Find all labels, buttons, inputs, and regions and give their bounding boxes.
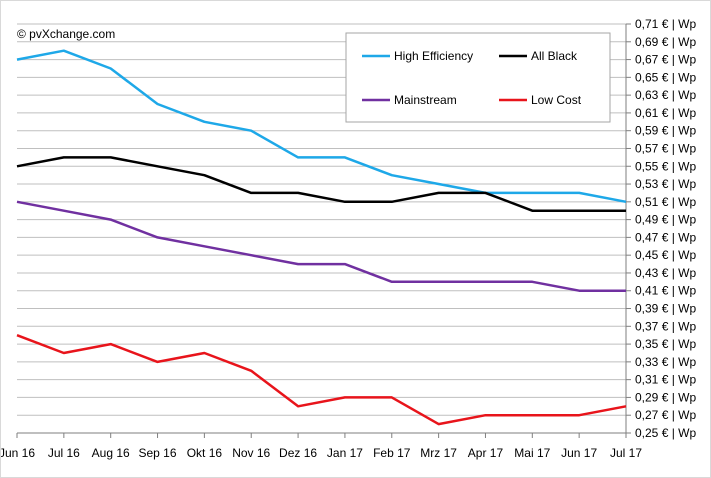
series-line-high-efficiency: [16, 49, 627, 204]
x-tick-label: Jan 17: [327, 446, 363, 460]
y-tick-label: 0,57 € | Wp: [635, 141, 696, 155]
y-tick-label: 0,49 € | Wp: [635, 213, 696, 227]
y-tick-label: 0,63 € | Wp: [635, 88, 696, 102]
series-line-mainstream: [16, 200, 626, 292]
x-tick-label: Jun 16: [1, 446, 35, 460]
y-axis-ticks: 0,25 € | Wp 0,27 € | Wp 0,29 € | Wp 0,31 € …: [625, 17, 696, 440]
legend-label: Low Cost: [531, 93, 582, 107]
x-tick-label: Sep 16: [139, 446, 177, 460]
legend-box: [345, 32, 611, 123]
y-tick-label: 0,67 € | Wp: [635, 53, 696, 67]
y-tick-label: 0,25 € | Wp: [635, 426, 696, 440]
y-tick-label: 0,35 € | Wp: [635, 337, 696, 351]
y-tick-label: 0,45 € | Wp: [635, 248, 696, 262]
y-tick-label: 0,31 € | Wp: [635, 373, 696, 387]
y-tick-label: 0,51 € | Wp: [635, 195, 696, 209]
y-tick-label: 0,43 € | Wp: [635, 266, 696, 280]
y-tick-label: 0,59 € | Wp: [635, 124, 696, 138]
x-tick-label: Dez 16: [279, 446, 317, 460]
x-axis-ticks: Jun 16 Jul 16 Aug 16 Sep 16 Okt 16 Nov 16 Dez …: [1, 432, 642, 460]
legend-label: Mainstream: [394, 93, 457, 107]
series-line-all-black: [16, 156, 626, 212]
x-tick-label: Mrz 17: [420, 446, 457, 460]
y-tick-label: 0,27 € | Wp: [635, 408, 696, 422]
x-tick-label: Jul 16: [48, 446, 80, 460]
y-tick-label: 0,29 € | Wp: [635, 390, 696, 404]
legend-label: High Efficiency: [394, 49, 473, 63]
x-tick-label: Nov 16: [232, 446, 270, 460]
y-tick-label: 0,69 € | Wp: [635, 35, 696, 49]
series-lines: [16, 49, 627, 426]
x-tick-label: Jun 17: [561, 446, 597, 460]
y-tick-label: 0,37 € | Wp: [635, 319, 696, 333]
x-tick-label: Apr 17: [468, 446, 504, 460]
y-tick-label: 0,65 € | Wp: [635, 70, 696, 84]
y-tick-label: 0,53 € | Wp: [635, 177, 696, 191]
y-tick-label: 0,39 € | Wp: [635, 302, 696, 316]
y-tick-label: 0,71 € | Wp: [635, 17, 696, 31]
y-tick-label: 0,33 € | Wp: [635, 355, 696, 369]
x-tick-label: Mai 17: [514, 446, 550, 460]
y-tick-label: 0,41 € | Wp: [635, 284, 696, 298]
y-tick-label: 0,61 € | Wp: [635, 106, 696, 120]
x-tick-label: Aug 16: [92, 446, 130, 460]
x-tick-label: Okt 16: [187, 446, 223, 460]
series-line-low-cost: [16, 334, 627, 426]
source-credit: © pvXchange.com: [17, 27, 115, 41]
y-tick-label: 0,55 € | Wp: [635, 159, 696, 173]
x-tick-label: Feb 17: [373, 446, 411, 460]
legend: High Efficiency All Black Mainstream Low Co…: [345, 32, 611, 123]
legend-label: All Black: [531, 49, 578, 63]
y-tick-label: 0,47 € | Wp: [635, 230, 696, 244]
x-tick-label: Jul 17: [610, 446, 642, 460]
